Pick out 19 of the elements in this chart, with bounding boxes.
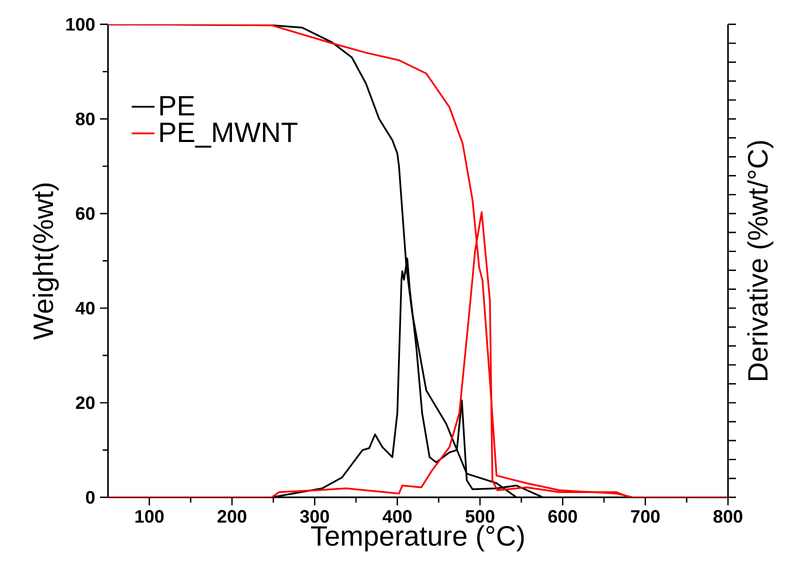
y-tick-label: 80 (76, 112, 95, 126)
x-tick-label: 300 (300, 510, 329, 523)
legend-label: PE (160, 96, 194, 116)
x-tick-label: 500 (466, 510, 494, 523)
x-tick-label: 700 (631, 510, 660, 523)
y-tick-label: 40 (76, 302, 95, 314)
x-tick-label: 200 (218, 510, 246, 523)
x-tick-label: 400 (382, 510, 412, 523)
y-tick-label: 100 (66, 18, 95, 31)
x-axis-title: Temperature (°C) (311, 525, 524, 552)
x-tick-label: 100 (135, 510, 164, 523)
y2-axis-title: Derivative (%wt/°C) (747, 141, 774, 380)
y-tick-label: 20 (76, 396, 95, 410)
y-axis-title: Weight(%wt) (32, 183, 59, 340)
x-tick-label: 800 (714, 510, 742, 523)
y-tick-label: 60 (76, 207, 95, 220)
legend-label: PE_MWNT (160, 122, 298, 148)
x-tick-label: 600 (548, 510, 577, 523)
y-tick-label: 0 (86, 490, 95, 504)
